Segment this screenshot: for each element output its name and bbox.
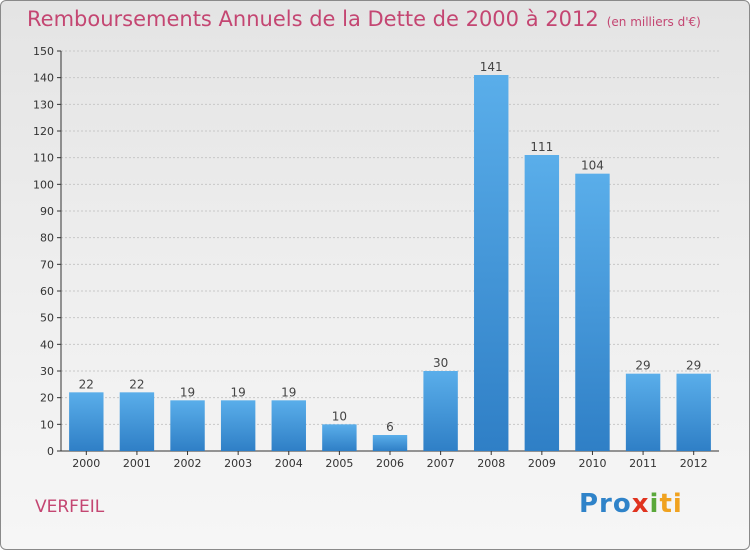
bar-2011: [625, 373, 661, 451]
data-labels: 22 22 19 19 19 10 6 30 141 111 104 29 29: [79, 60, 702, 434]
bar-2005: [322, 424, 357, 451]
y-tick-label-10: 10: [40, 418, 54, 431]
x-tick-label-2011: 2011: [629, 457, 657, 470]
bar-2000: [69, 392, 104, 451]
chart-title: Remboursements Annuels de la Dette de 20…: [27, 7, 701, 31]
y-tick-label-130: 130: [33, 98, 54, 111]
bar-2008: [474, 75, 509, 451]
y-tick-label-60: 60: [40, 285, 54, 298]
y-tick-label-0: 0: [47, 445, 54, 458]
bar-2003: [220, 400, 256, 451]
y-tick-labels: 0 10 20 30 40 50 60 70 80 90 100 110 120 130 140 150: [33, 45, 54, 458]
data-label-2006: 6: [386, 420, 394, 434]
bars: [69, 75, 711, 451]
data-label-2009: 111: [530, 140, 553, 154]
data-label-2005: 10: [332, 409, 347, 423]
y-tick-label-20: 20: [40, 392, 54, 405]
data-label-2003: 19: [231, 385, 246, 399]
x-tick-label-2009: 2009: [528, 457, 556, 470]
bar-2001: [119, 392, 155, 451]
bar-2004: [271, 400, 306, 451]
y-tick-label-90: 90: [40, 205, 54, 218]
x-tick-label-2002: 2002: [174, 457, 202, 470]
y-tick-label-140: 140: [33, 72, 54, 85]
x-tick-label-2000: 2000: [72, 457, 100, 470]
y-tick-label-40: 40: [40, 338, 54, 351]
x-tick-label-2005: 2005: [325, 457, 353, 470]
y-tick-label-110: 110: [33, 152, 54, 165]
data-label-2004: 19: [281, 385, 296, 399]
axes: [57, 50, 719, 455]
bar-2009: [524, 155, 560, 451]
data-label-2010: 104: [581, 159, 604, 173]
bar-2002: [170, 400, 205, 451]
data-label-2012: 29: [686, 359, 701, 373]
bar-2007: [423, 371, 458, 451]
y-tick-label-80: 80: [40, 232, 54, 245]
chart-subtitle: (en milliers d'€): [606, 15, 701, 29]
data-label-2001: 22: [129, 377, 144, 391]
data-label-2000: 22: [79, 377, 94, 391]
x-tick-label-2012: 2012: [680, 457, 708, 470]
data-label-2011: 29: [635, 359, 650, 373]
x-tick-labels: 2000 2001 2002 2003 2004 2005 2006 2007 2008 2009…: [72, 457, 707, 470]
x-tick-label-2010: 2010: [578, 457, 606, 470]
grid-lines: [61, 50, 719, 425]
data-label-2002: 19: [180, 385, 195, 399]
x-tick-label-2007: 2007: [427, 457, 455, 470]
bar-2012: [676, 373, 711, 451]
location-label: VERFEIL: [35, 497, 105, 517]
data-label-2007: 30: [433, 356, 448, 370]
y-tick-label-30: 30: [40, 365, 54, 378]
y-tick-label-50: 50: [40, 312, 54, 325]
x-tick-label-2004: 2004: [275, 457, 303, 470]
bar-2006: [372, 435, 408, 451]
x-tick-label-2006: 2006: [376, 457, 404, 470]
y-tick-label-100: 100: [33, 178, 54, 191]
proxiti-logo: Proxiti: [579, 489, 683, 519]
x-tick-label-2008: 2008: [477, 457, 505, 470]
y-tick-label-70: 70: [40, 258, 54, 271]
y-tick-label-150: 150: [33, 45, 54, 58]
x-tick-label-2003: 2003: [224, 457, 252, 470]
data-label-2008: 141: [480, 60, 503, 74]
y-tick-label-120: 120: [33, 125, 54, 138]
bar-2010: [575, 173, 610, 451]
x-tick-label-2001: 2001: [123, 457, 151, 470]
